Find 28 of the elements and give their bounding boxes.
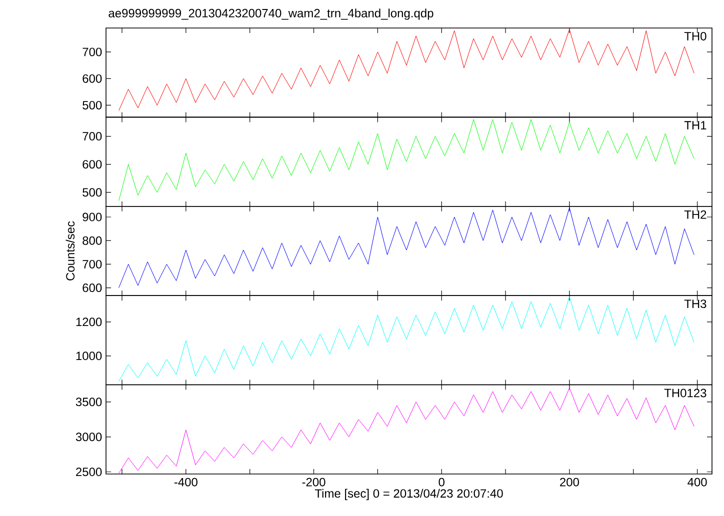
x-tick-label: 0	[438, 478, 444, 486]
annotation: TH0	[684, 32, 706, 40]
y-tick-label: 700	[82, 260, 102, 268]
y-tick-label: 500	[82, 100, 102, 110]
y-axis-title: Counts/sec	[66, 221, 75, 280]
y-tick-label: 600	[82, 160, 102, 169]
y-tick-label: 800	[82, 236, 102, 245]
y-tick-label: 3500	[76, 398, 102, 406]
x-tick-label: 400	[688, 478, 707, 486]
annotation: TH2	[684, 210, 706, 219]
y-tick-label: 500	[82, 188, 102, 197]
y-tick-label: 3000	[76, 432, 102, 442]
y-tick-label: 900	[82, 212, 102, 222]
y-tick-label: 1000	[76, 352, 102, 360]
y-tick-label: 600	[82, 284, 102, 292]
y-tick-label: 1200	[76, 318, 102, 326]
y-tick-label: 700	[82, 132, 102, 141]
y-tick-label: 700	[82, 48, 102, 56]
x-axis-title: Time [sec] 0 = 2013/04/23 20:07:40	[314, 488, 503, 500]
annotation: TH0123	[664, 388, 706, 398]
x-tick-label: -400	[174, 478, 198, 486]
annotation: TH3	[684, 300, 706, 308]
annotation: TH1	[684, 121, 706, 130]
chart-title: ae999999999_20130423200740_wam2_trn_4band_long.qdp	[108, 8, 434, 20]
x-tick-label: 200	[560, 478, 579, 486]
y-tick-label: 600	[82, 74, 102, 83]
x-tick-label: -200	[302, 478, 326, 486]
y-tick-label: 2500	[76, 468, 102, 476]
